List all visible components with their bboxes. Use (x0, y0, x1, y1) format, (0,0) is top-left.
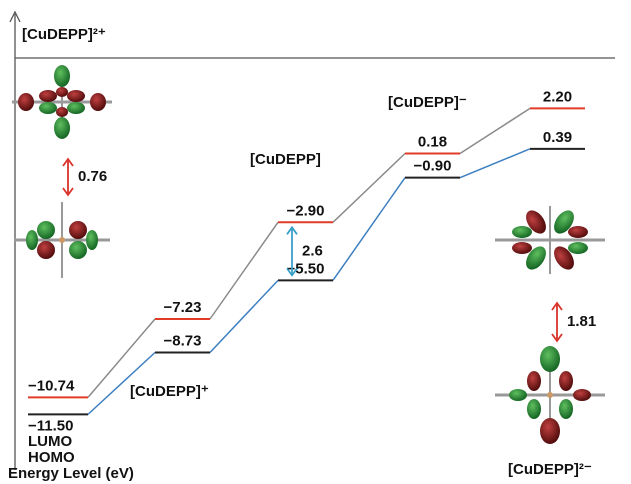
category-label: [CuDEPP]⁺ (130, 383, 209, 400)
category-label: [CuDEPP] (250, 151, 321, 168)
connector (333, 154, 405, 223)
connector (460, 149, 530, 178)
connector (460, 108, 530, 153)
value-label: 0.18 (418, 133, 447, 150)
connector (210, 280, 278, 352)
value-label: −2.90 (287, 202, 325, 219)
category-label: [CuDEPP]²⁺ (22, 26, 106, 43)
value-label: −0.90 (414, 158, 452, 175)
connector (333, 178, 405, 281)
legend-label: HOMO (28, 449, 75, 466)
value-label: 0.39 (543, 129, 572, 146)
y-axis-label: Energy Level (eV) (8, 465, 134, 482)
orbital-image (12, 65, 112, 139)
connector (210, 222, 278, 319)
value-label: −8.73 (164, 332, 202, 349)
gap-label: 2.6 (302, 242, 323, 259)
category-label: [CuDEPP]²⁻ (508, 461, 592, 478)
legend-label: LUMO (28, 433, 72, 450)
orbital-image (495, 346, 605, 444)
gap-label: 1.81 (567, 313, 596, 330)
value-label: −7.23 (164, 299, 202, 316)
value-label: −10.74 (28, 377, 75, 394)
chart: Energy Level (eV) −10.74 −7.23 −2.90 0.18 2.… (0, 0, 631, 484)
category-label: [CuDEPP]⁻ (388, 94, 467, 111)
value-label: 2.20 (543, 88, 572, 105)
value-label: −11.50 (28, 417, 73, 434)
gap-label: 0.76 (78, 168, 107, 185)
orbital-image (495, 206, 605, 274)
orbital-image (14, 202, 110, 278)
